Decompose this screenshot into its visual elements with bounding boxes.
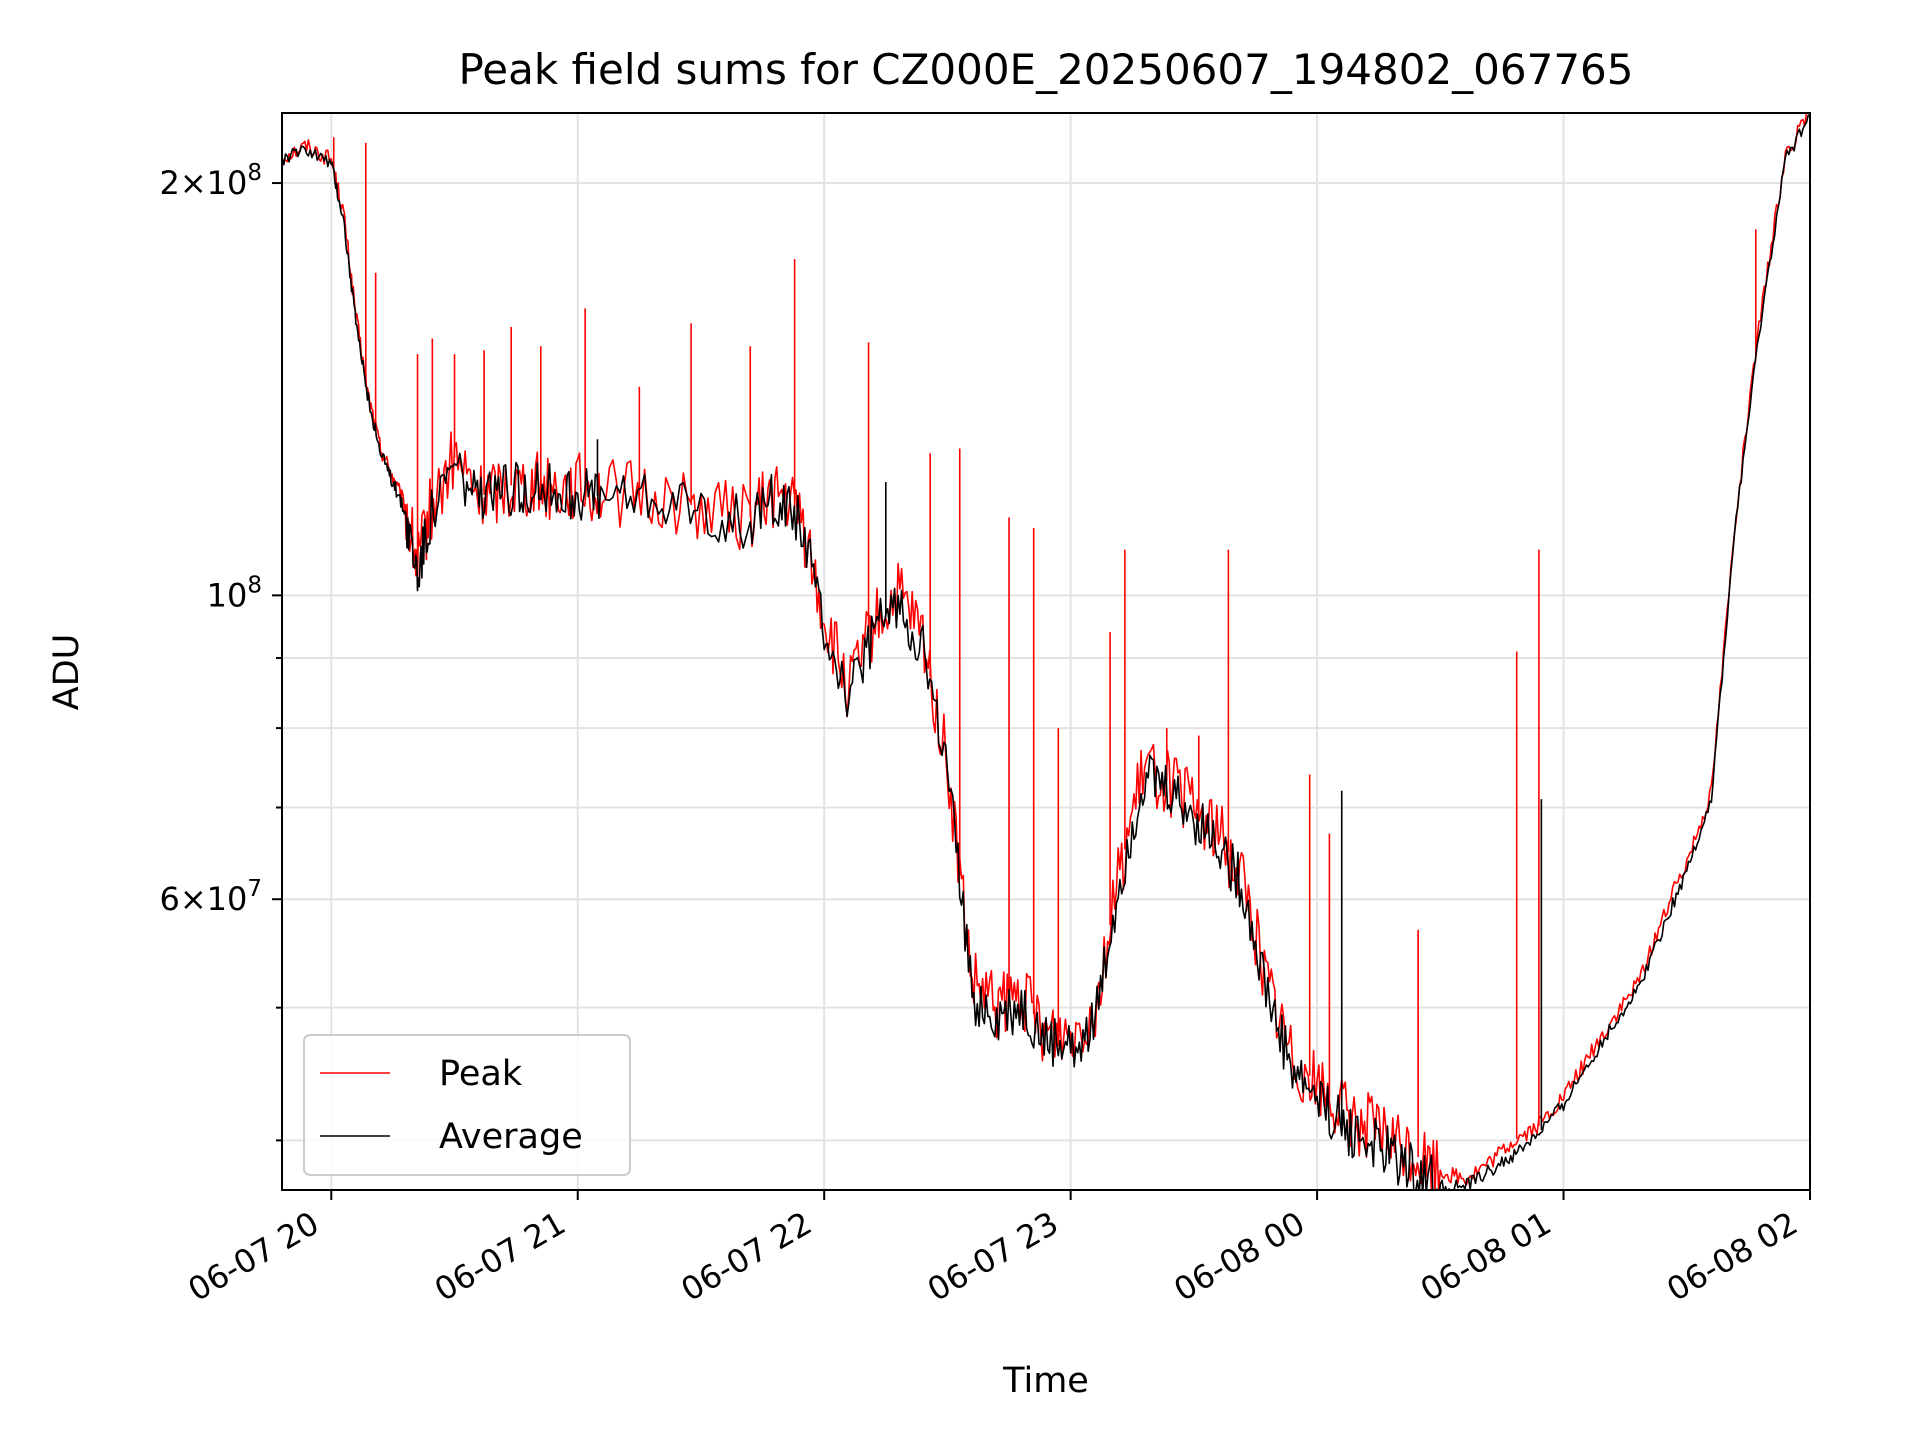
legend-box (303, 1034, 631, 1176)
y-tick-base: 10 (207, 576, 248, 614)
y-tick-mantissa: 6 (159, 880, 179, 918)
y-tick-times: × (180, 164, 207, 202)
y-tick-mantissa: 2 (159, 164, 179, 202)
legend: Peak Average (303, 1034, 631, 1176)
y-tick-exponent: 8 (247, 572, 262, 598)
y-axis-label: ADU (47, 634, 87, 711)
plot-series (282, 113, 1810, 1190)
y-tick-exponent: 8 (247, 160, 262, 186)
y-tick-base: 10 (207, 880, 248, 918)
y-tick-label: 2×108 (159, 160, 262, 202)
series-peak (282, 113, 1810, 1190)
y-tick-times: × (180, 880, 207, 918)
average-line (282, 114, 1810, 1190)
y-tick-label: 108 (207, 572, 262, 614)
plot-area (281, 112, 1811, 1191)
y-tick-exponent: 7 (247, 876, 262, 902)
grid-lines (282, 113, 1811, 1190)
x-axis-label: Time (1002, 1361, 1089, 1401)
y-tick-label: 6×107 (159, 876, 262, 918)
series-average (282, 114, 1810, 1190)
legend-average-label: Average (439, 1117, 583, 1157)
y-tick-base: 10 (207, 164, 248, 202)
legend-peak-label: Peak (439, 1054, 523, 1094)
chart-title: Peak field sums for CZ000E_20250607_1948… (458, 45, 1633, 94)
